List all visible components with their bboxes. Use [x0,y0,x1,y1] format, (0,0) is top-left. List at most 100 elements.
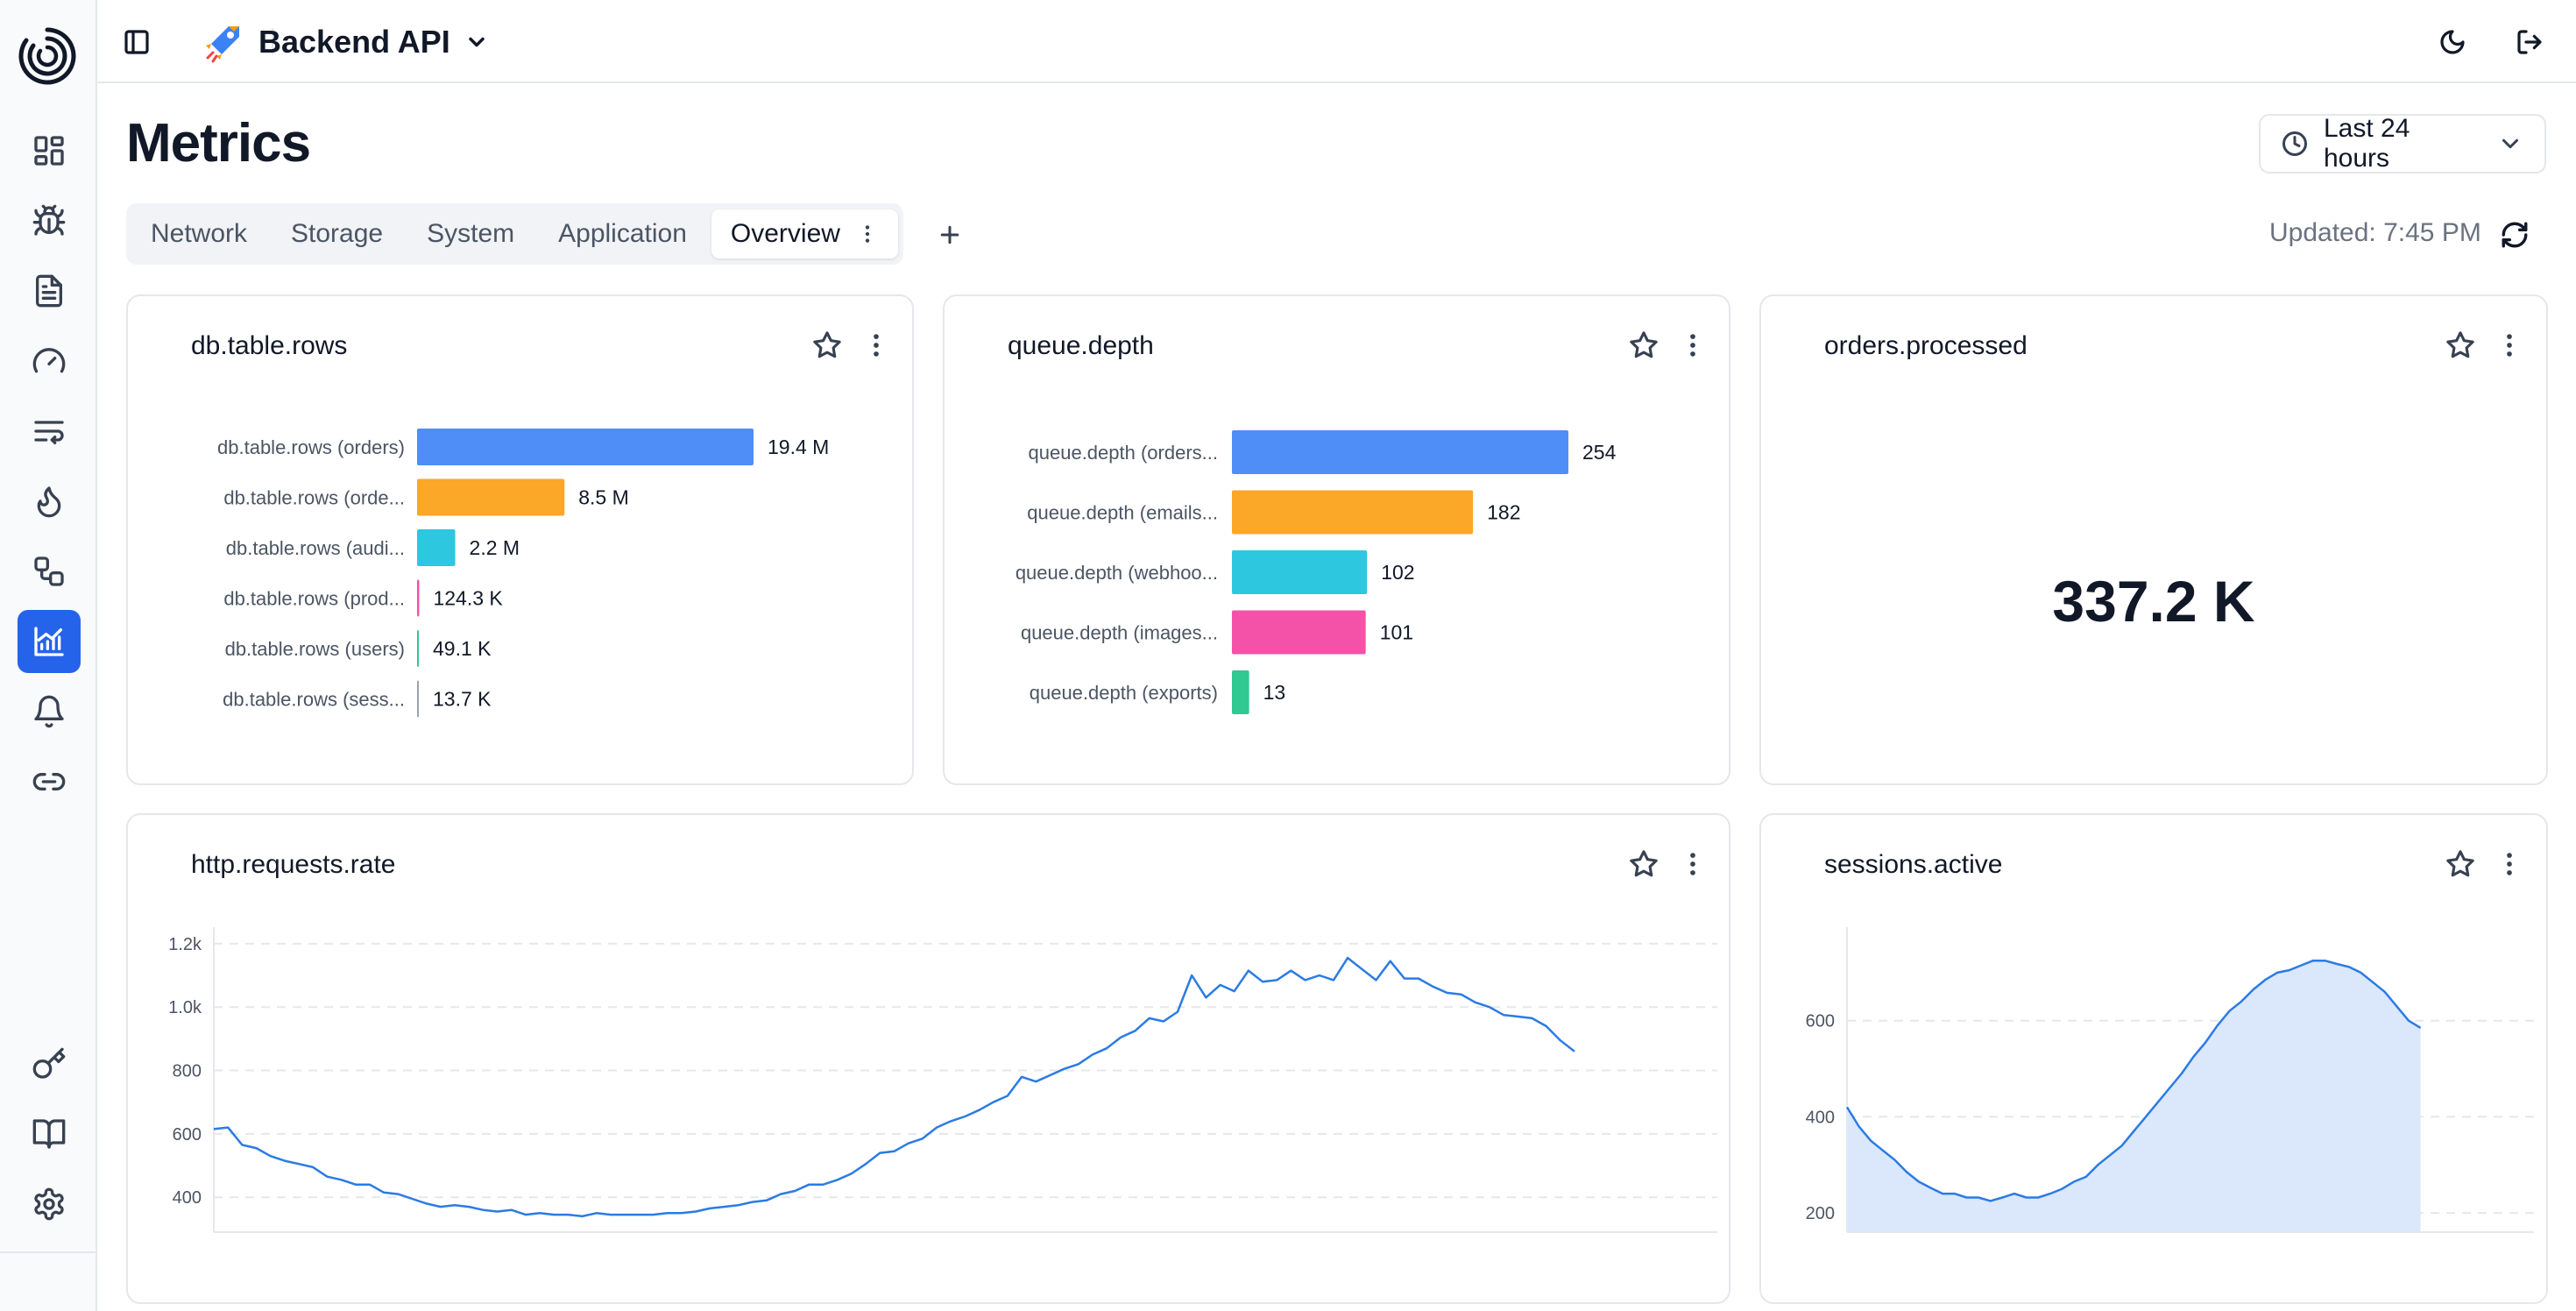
card-orders-processed: orders.processed 337.2 K [1759,294,2548,785]
tab-overview[interactable]: Overview [711,209,898,259]
page-title: Metrics [126,113,311,174]
document-icon [36,274,63,308]
bar-value-label: 13 [1263,681,1286,704]
card-menu-button[interactable] [1674,845,1712,883]
tab-application[interactable]: Application [558,219,687,248]
line-chart-http-requests-rate: 400 600 800 1.0k 1.2k [168,927,1717,1233]
sidebar-item-logs[interactable] [18,259,81,322]
bar-category-label: queue.depth (webhoo... [1016,562,1218,584]
bar-category-label: queue.depth (images... [1021,622,1218,644]
bar-value-label: 102 [1381,561,1414,584]
bar [1232,550,1368,594]
top-bar: Backend API [97,0,2576,83]
sidebar [0,0,97,1311]
bar-value-label: 101 [1380,621,1413,644]
card-db-table-rows: db.table.rows db.table.rows (orders) 19.4… [126,294,914,785]
bug-icon [32,204,66,236]
star-icon [2446,850,2474,877]
series-line [1845,959,2422,1202]
bar-category-label: db.table.rows (audi... [226,537,405,559]
bar [1232,490,1474,535]
sidebar-item-profiling[interactable] [18,470,81,533]
card-menu-button[interactable] [857,326,895,365]
chevron-down-icon [469,37,485,47]
bar [417,579,420,617]
rocket-icon [206,26,239,63]
add-tab-button[interactable] [925,210,974,259]
sidebar-item-metrics[interactable] [18,610,81,673]
key-icon [32,1047,66,1079]
bar [417,529,456,566]
more-vertical-icon[interactable] [856,223,879,245]
card-title: sessions.active [1824,850,2003,879]
bar-chart-db-table-rows: db.table.rows (orders) 19.4 M db.table.row… [217,429,829,718]
bar [417,478,565,516]
sidebar-item-workflows[interactable] [18,540,81,603]
sidebar-item-settings[interactable] [18,1173,81,1236]
sidebar-item-alerts[interactable] [18,680,81,743]
card-menu-button[interactable] [2490,845,2529,883]
spiral-logo-icon[interactable] [18,26,77,86]
favorite-button[interactable] [2441,845,2480,883]
favorite-button[interactable] [808,326,846,365]
favorite-button[interactable] [1624,326,1663,365]
sidebar-item-issues[interactable] [18,189,81,252]
card-queue-depth: queue.depth queue.depth (orders... 254 que… [943,294,1730,785]
card-menu-button[interactable] [2490,326,2529,365]
y-tick-label: 400 [173,1188,202,1208]
sidebar-item-traces[interactable] [18,400,81,463]
bar-value-label: 49.1 K [433,637,492,660]
card-title: queue.depth [1008,331,1154,360]
logout-button[interactable] [2503,16,2556,68]
tab-system[interactable]: System [427,219,515,248]
toggle-sidebar-button[interactable] [110,16,163,68]
bar-category-label: db.table.rows (sess... [223,689,405,711]
more-vertical-icon [1690,853,1695,875]
favorite-button[interactable] [1624,845,1663,883]
card-http-requests-rate: http.requests.rate 400 600 800 1.0k 1.2k [126,813,1730,1304]
series-line [213,956,1575,1218]
card-sessions-active: sessions.active 200 400 600 [1759,813,2548,1304]
star-icon [1630,331,1658,358]
clock-icon [2282,131,2307,156]
bar-value-label: 124.3 K [433,587,503,610]
refresh-icon [2502,222,2528,248]
toolbar-divider [272,28,273,54]
settings-icon [34,1187,64,1221]
tab-storage[interactable]: Storage [291,219,384,248]
card-menu-button[interactable] [1674,326,1712,365]
tab-network[interactable]: Network [151,219,248,248]
gauge-icon [32,348,66,373]
star-icon [2446,331,2474,358]
bar-value-label: 8.5 M [578,486,629,509]
project-switcher[interactable]: Backend API [202,16,489,68]
sidebar-divider [0,1251,96,1253]
area-fill [1847,960,2421,1232]
time-range-select[interactable]: Last 24 hours [2259,114,2546,174]
sidebar-item-api-keys[interactable] [18,1032,81,1095]
more-vertical-icon [874,334,879,357]
updated-timestamp: Updated: 7:45 PM [2269,218,2481,247]
more-vertical-icon [1690,334,1695,357]
sidebar-item-docs[interactable] [18,1102,81,1166]
bar-category-label: db.table.rows (users) [225,638,405,660]
bar [1232,610,1366,655]
plus-icon [940,225,959,244]
project-name: Backend API [258,24,450,60]
sidebar-item-performance[interactable] [18,330,81,393]
star-icon [813,331,841,358]
sidebar-item-integrations[interactable] [18,750,81,813]
y-tick-label: 200 [1806,1204,1835,1223]
bar [417,680,419,718]
bar [417,429,754,465]
y-tick-label: 600 [1806,1012,1835,1031]
workflow-icon [34,556,64,586]
bar-category-label: queue.depth (exports) [1030,682,1218,704]
refresh-button[interactable] [2490,210,2539,259]
logout-icon [2517,30,2542,54]
flame-icon [37,486,61,518]
favorite-button[interactable] [2441,326,2480,365]
sidebar-item-dashboard[interactable] [18,119,81,182]
time-range-value: Last 24 hours [2324,114,2410,173]
theme-toggle-button[interactable] [2426,16,2479,68]
